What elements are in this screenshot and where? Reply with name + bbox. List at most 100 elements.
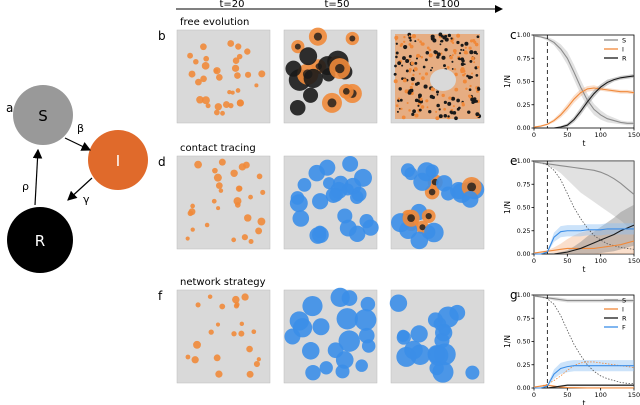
agent-mark bbox=[467, 110, 471, 114]
agent-mark bbox=[475, 100, 478, 103]
agent-mark bbox=[405, 69, 409, 73]
agent-mark bbox=[414, 113, 419, 118]
y-tick-label: 0.50 bbox=[517, 205, 531, 212]
agent-mark bbox=[436, 55, 440, 59]
cluster-f bbox=[389, 294, 408, 312]
agent-mark bbox=[476, 86, 480, 90]
agent-mark bbox=[472, 39, 476, 43]
agent-mark bbox=[467, 94, 472, 98]
cluster-core-r bbox=[313, 32, 323, 41]
cluster-r bbox=[289, 99, 306, 116]
cluster-i bbox=[196, 96, 204, 104]
legend-label-i: I bbox=[622, 46, 624, 54]
lattice-background bbox=[176, 29, 271, 124]
cluster-i bbox=[195, 302, 201, 308]
cluster-f bbox=[305, 364, 321, 381]
agent-mark bbox=[443, 100, 447, 104]
x-tick-label: 100 bbox=[594, 391, 606, 399]
cluster-i bbox=[233, 197, 242, 206]
agent-mark bbox=[443, 64, 446, 68]
agent-mark bbox=[457, 57, 461, 60]
agent-mark bbox=[461, 103, 465, 107]
cluster-core-r bbox=[428, 188, 436, 196]
cluster-i bbox=[248, 239, 254, 245]
agent-mark bbox=[467, 75, 472, 80]
cluster-i bbox=[244, 48, 251, 55]
agent-mark bbox=[394, 35, 399, 40]
y-tick-label: 0.25 bbox=[517, 228, 531, 235]
agent-mark bbox=[393, 72, 397, 76]
cluster-i bbox=[188, 208, 196, 216]
cluster-i bbox=[255, 227, 263, 235]
row-1: b free evolution bbox=[158, 17, 485, 124]
timeline: t=20 t=50 t=100 bbox=[176, 0, 503, 13]
agent-mark bbox=[462, 79, 467, 84]
agent-mark bbox=[414, 61, 418, 65]
y-axis-label: 1/N bbox=[503, 201, 512, 214]
agent-mark bbox=[439, 40, 442, 43]
agent-mark bbox=[400, 42, 404, 46]
agent-mark bbox=[451, 60, 454, 63]
cluster-r bbox=[303, 68, 323, 89]
agent-mark bbox=[448, 96, 452, 100]
row-title: free evolution bbox=[180, 17, 249, 28]
cluster-i bbox=[251, 329, 257, 335]
line-i bbox=[533, 384, 634, 389]
x-tick-label: 100 bbox=[594, 131, 606, 139]
agent-mark bbox=[410, 77, 415, 82]
x-tick-label: 100 bbox=[594, 257, 606, 265]
agent-mark bbox=[430, 34, 435, 39]
cluster-i bbox=[187, 52, 193, 59]
agent-mark bbox=[403, 44, 408, 50]
agent-mark bbox=[424, 58, 428, 62]
agent-mark bbox=[395, 51, 399, 55]
cluster-i bbox=[257, 217, 266, 226]
snapshot-2 bbox=[283, 27, 378, 124]
cluster-core-r bbox=[342, 88, 350, 95]
agent-mark bbox=[424, 72, 429, 76]
agent-mark bbox=[475, 52, 478, 55]
agent-mark bbox=[401, 115, 406, 120]
x-axis-label: t bbox=[583, 399, 586, 405]
agent-mark bbox=[408, 109, 411, 112]
agent-mark bbox=[421, 76, 425, 81]
agent-mark bbox=[436, 52, 441, 57]
agent-mark bbox=[452, 49, 457, 53]
agent-mark bbox=[471, 72, 473, 75]
cluster-i bbox=[239, 321, 245, 327]
agent-mark bbox=[397, 97, 400, 100]
agent-mark bbox=[460, 43, 464, 47]
cluster-i bbox=[214, 68, 219, 73]
agent-mark bbox=[428, 53, 433, 58]
cluster-core-r bbox=[407, 214, 415, 223]
cluster-core-r bbox=[294, 43, 301, 50]
agent-mark bbox=[418, 72, 421, 75]
cluster-f bbox=[312, 226, 329, 244]
cluster-f bbox=[312, 193, 329, 210]
agent-mark bbox=[435, 50, 438, 54]
agent-mark bbox=[431, 95, 436, 100]
agent-mark bbox=[460, 69, 464, 74]
x-tick-label: 0 bbox=[532, 391, 536, 399]
cluster-i bbox=[205, 103, 211, 109]
cluster-i bbox=[203, 55, 210, 62]
cluster-f bbox=[341, 290, 358, 306]
agent-mark bbox=[405, 59, 410, 63]
cluster-i bbox=[218, 188, 224, 193]
x-tick-label: 150 bbox=[628, 391, 640, 399]
agent-mark bbox=[474, 66, 478, 70]
chart-e: e 0 50 100 150 0.00 0.25 0.50 0.75 1.00 t 1/N bbox=[503, 154, 640, 274]
line-f bbox=[534, 228, 634, 255]
cluster-i bbox=[204, 222, 210, 228]
agent-mark bbox=[454, 116, 458, 121]
agent-mark bbox=[454, 72, 458, 77]
cluster-f bbox=[342, 155, 359, 172]
agent-mark bbox=[397, 100, 400, 103]
agent-mark bbox=[475, 74, 479, 77]
panel-letter-e: e bbox=[510, 154, 517, 168]
agent-mark bbox=[408, 68, 412, 72]
legend-label-s: S bbox=[622, 297, 626, 305]
band-s bbox=[534, 161, 634, 232]
band-i bbox=[534, 227, 634, 254]
cluster-i bbox=[188, 70, 196, 78]
